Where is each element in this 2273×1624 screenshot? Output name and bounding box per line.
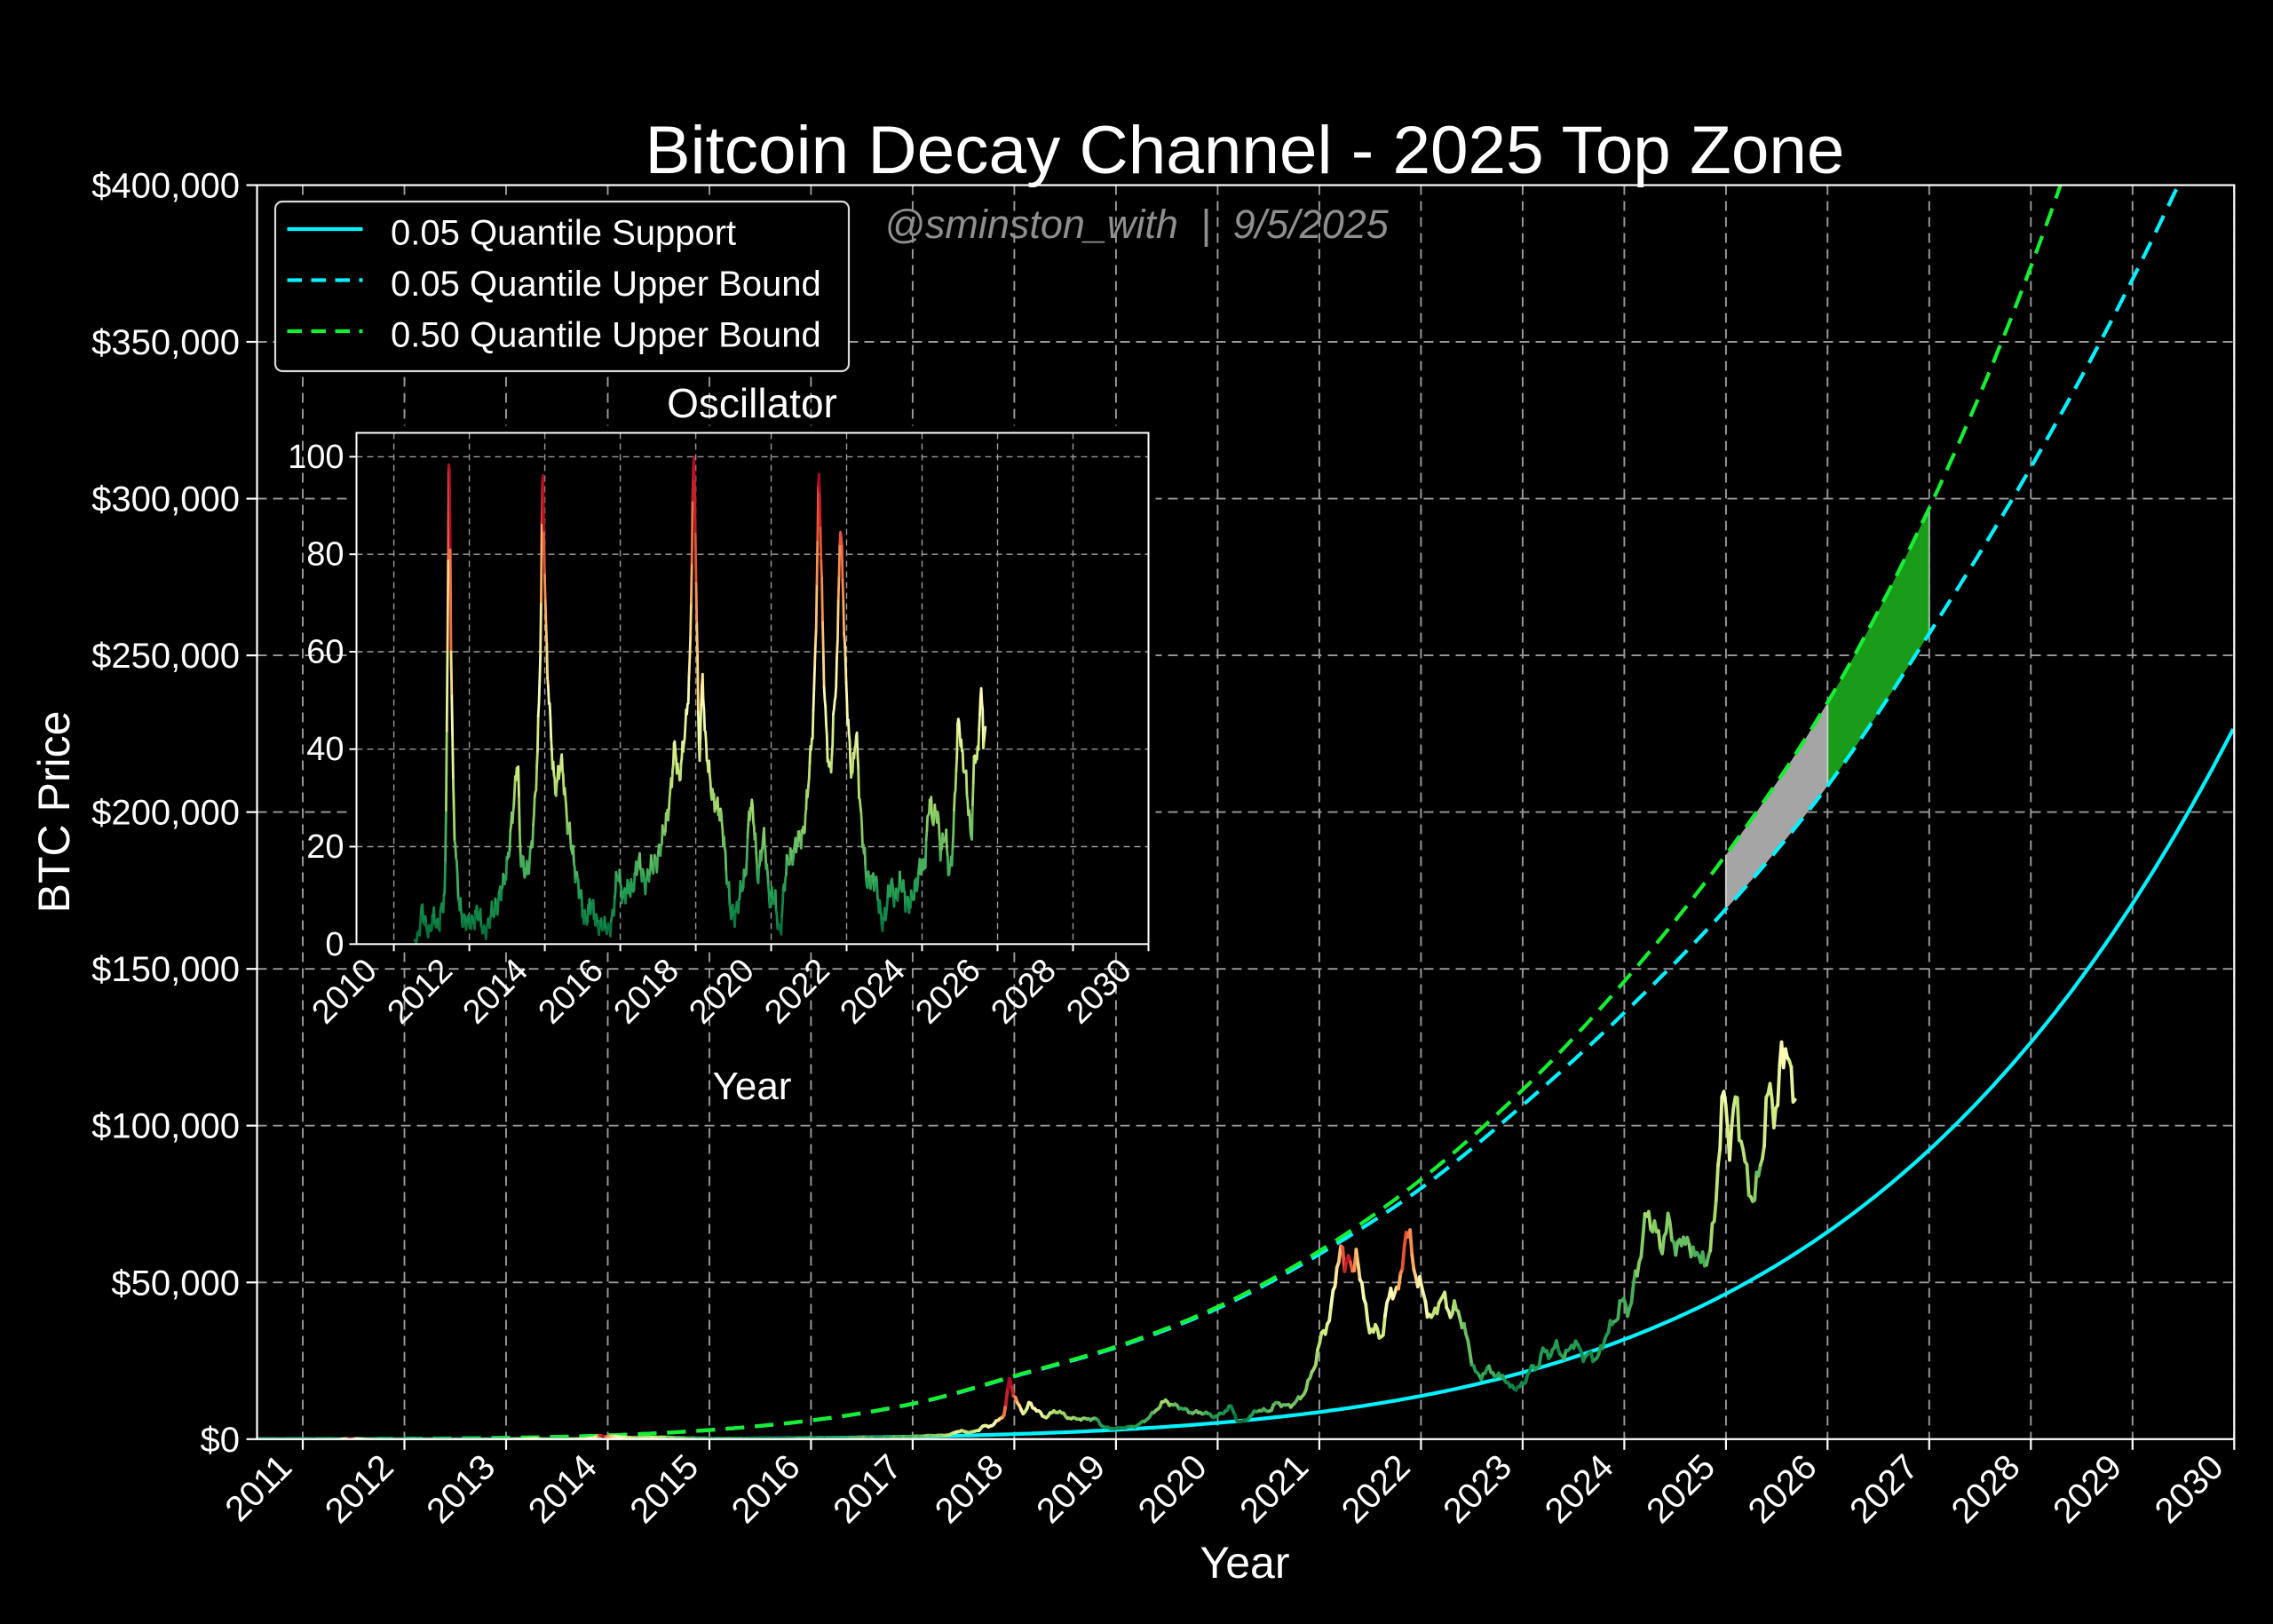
svg-text:$300,000: $300,000 bbox=[91, 480, 240, 519]
svg-text:0.05 Quantile Support: 0.05 Quantile Support bbox=[391, 214, 736, 253]
svg-text:$400,000: $400,000 bbox=[91, 167, 240, 206]
svg-text:$150,000: $150,000 bbox=[91, 950, 240, 989]
svg-text:$100,000: $100,000 bbox=[91, 1107, 240, 1146]
svg-text:Bitcoin Decay Channel - 2025 T: Bitcoin Decay Channel - 2025 Top Zone bbox=[645, 113, 1845, 188]
svg-text:0.50 Quantile Upper Bound: 0.50 Quantile Upper Bound bbox=[391, 316, 821, 355]
svg-text:100: 100 bbox=[288, 439, 344, 476]
svg-text:BTC Price: BTC Price bbox=[29, 711, 79, 914]
svg-text:Year: Year bbox=[1200, 1538, 1289, 1588]
svg-text:$200,000: $200,000 bbox=[91, 794, 240, 833]
svg-text:$0: $0 bbox=[201, 1421, 241, 1460]
svg-text:Year: Year bbox=[713, 1065, 792, 1108]
svg-text:20: 20 bbox=[306, 828, 344, 866]
svg-text:80: 80 bbox=[306, 536, 344, 574]
svg-text:$250,000: $250,000 bbox=[91, 637, 240, 676]
svg-text:0.05 Quantile Upper Bound: 0.05 Quantile Upper Bound bbox=[391, 265, 821, 304]
svg-text:Oscillator: Oscillator bbox=[667, 380, 837, 426]
svg-text:0: 0 bbox=[325, 926, 344, 963]
svg-text:$350,000: $350,000 bbox=[91, 323, 240, 362]
svg-text:$50,000: $50,000 bbox=[111, 1264, 240, 1303]
svg-text:@sminston_with | 9/5/2025: @sminston_with | 9/5/2025 bbox=[884, 202, 1390, 247]
svg-text:40: 40 bbox=[306, 731, 344, 768]
svg-text:60: 60 bbox=[306, 634, 344, 671]
